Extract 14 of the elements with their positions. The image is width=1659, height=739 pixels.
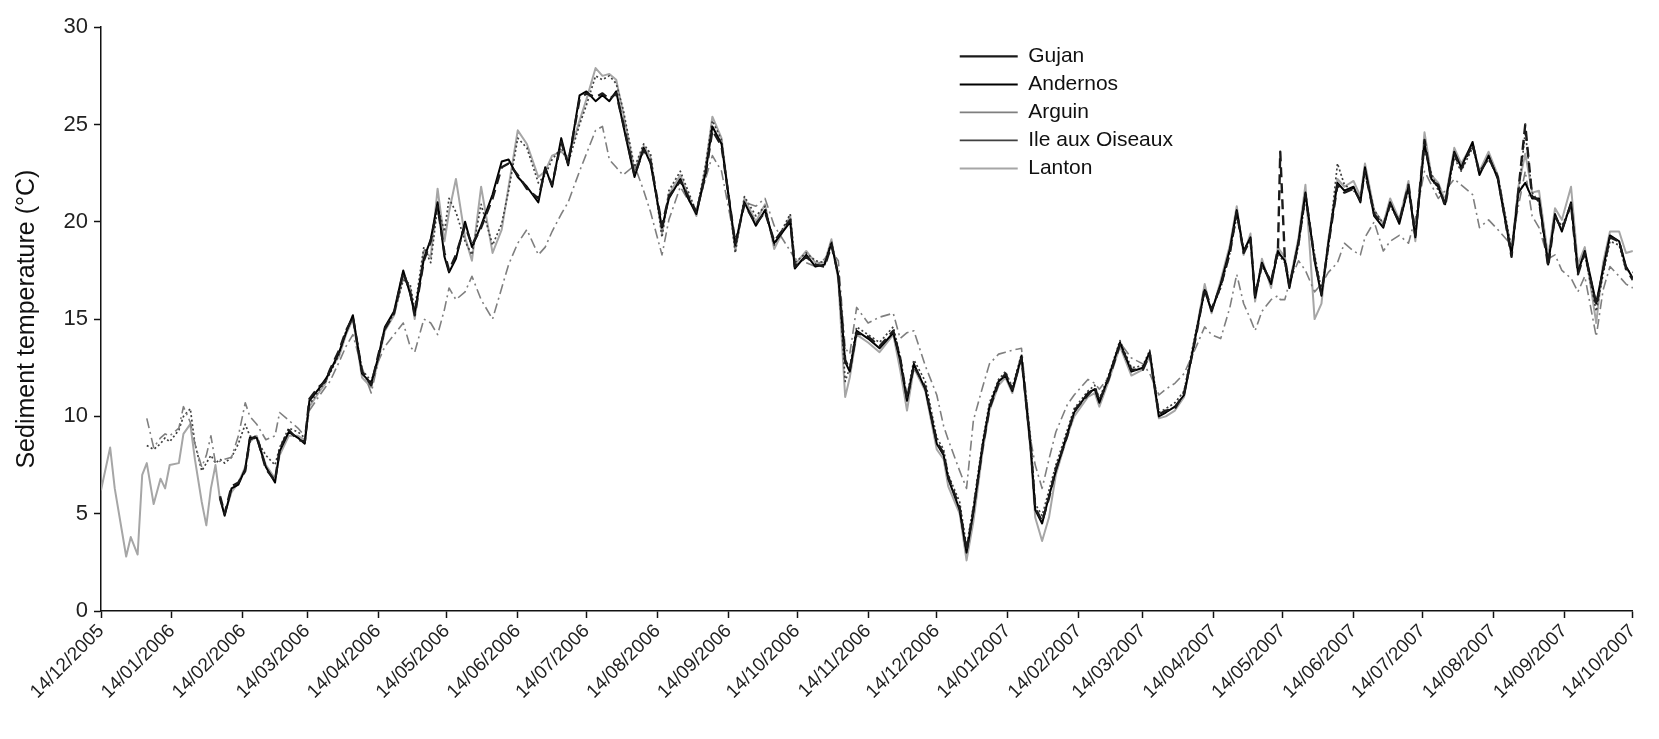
y-tick-label: 20: [63, 207, 88, 233]
y-axis-title: Sediment temperature (°C): [10, 169, 39, 469]
y-tick-label: 15: [63, 305, 88, 331]
legend-label: Ile aux Oiseaux: [1028, 127, 1174, 151]
y-tick-label: 25: [63, 110, 88, 136]
legend-label: Lanton: [1028, 155, 1093, 179]
line-series: [146, 125, 1633, 490]
y-tick-label: 10: [63, 402, 88, 428]
y-tick-label: 5: [75, 499, 88, 525]
legend-label: Arguin: [1028, 99, 1089, 123]
legend-label: Andernos: [1028, 71, 1119, 95]
y-tick-label: 0: [75, 597, 88, 623]
legend-label: Gujan: [1028, 43, 1085, 67]
y-tick-label: 30: [63, 13, 88, 39]
